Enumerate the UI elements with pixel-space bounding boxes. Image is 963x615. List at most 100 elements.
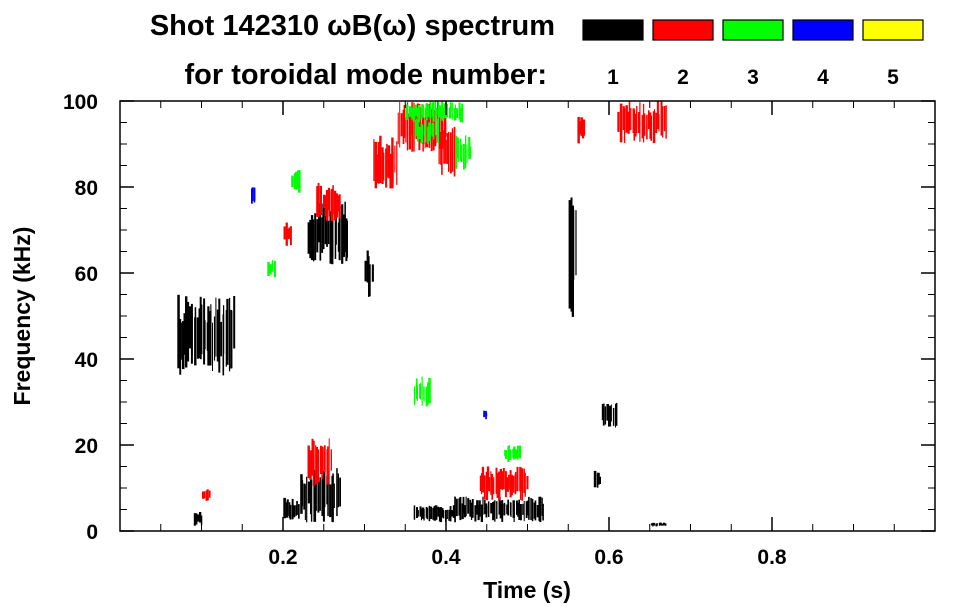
mode-1-streak <box>339 477 341 507</box>
mode-1-streak <box>200 515 203 526</box>
mode-1-streak <box>303 483 306 510</box>
mode-1-streak <box>452 505 456 518</box>
mode-1-streak <box>437 506 440 517</box>
mode-2-streak <box>391 137 394 189</box>
mode-3-streak <box>424 119 427 143</box>
mode-2-streak <box>208 490 211 498</box>
mode-1-streak <box>204 320 206 350</box>
mode-1-streak <box>476 500 479 515</box>
mode-1-streak <box>345 218 348 262</box>
mode-2-streak <box>386 143 388 178</box>
mode-1-streak <box>533 502 536 519</box>
mode-2-streak <box>630 108 632 131</box>
mode-2-streak <box>617 111 620 132</box>
mode-3-streak <box>293 173 296 190</box>
mode-3-streak <box>469 146 472 159</box>
mode-1-streak <box>661 523 664 526</box>
mode-2-blob <box>307 438 332 486</box>
mode-1-streak <box>212 322 213 371</box>
mode-1-blob <box>601 402 618 428</box>
y-axis-label: Frequency (kHz) <box>9 227 35 406</box>
mode-1-streak <box>525 501 528 518</box>
mode-3-streak <box>436 118 439 143</box>
mode-1-streak <box>494 500 496 522</box>
mode-2-streak <box>377 141 380 184</box>
mode-1-blob <box>568 197 577 317</box>
mode-4-blob <box>483 410 488 420</box>
mode-1-streak <box>606 404 609 421</box>
mode-3-streak <box>513 446 516 460</box>
mode-2-streak <box>443 130 445 164</box>
mode-2-blob <box>438 126 456 177</box>
mode-2-streak <box>520 476 522 500</box>
mode-2-streak <box>444 139 447 164</box>
mode-1-streak <box>458 498 461 516</box>
mode-1-streak <box>337 222 340 252</box>
mode-2-streak <box>206 489 209 501</box>
mode-2-streak <box>448 131 450 172</box>
mode-2-streak <box>491 473 493 500</box>
mode-2-streak <box>501 471 503 490</box>
mode-2-streak <box>504 471 507 498</box>
mode-2-streak <box>385 148 388 188</box>
mode-1-streak <box>344 201 346 253</box>
mode-1-streak <box>428 505 431 522</box>
mode-1-streak <box>203 298 206 365</box>
mode-2-streak <box>496 472 499 498</box>
mode-2-blob <box>202 489 211 501</box>
mode-2-streak <box>400 113 403 137</box>
mode-4-streak <box>483 411 486 417</box>
mode-1-streak <box>615 403 616 428</box>
mode-2-streak <box>483 475 486 500</box>
mode-1-streak <box>506 504 508 515</box>
mode-1-streak <box>573 209 575 280</box>
mode-1-streak <box>196 317 199 359</box>
mode-3-streak <box>423 386 425 401</box>
mode-3-streak <box>414 121 417 139</box>
mode-1-streak <box>443 510 445 519</box>
mode-3-streak <box>438 105 442 118</box>
mode-1-streak <box>413 505 416 520</box>
mode-1-streak <box>199 296 202 360</box>
mode-1-streak <box>496 501 498 519</box>
mode-2-streak <box>321 446 323 479</box>
spectrum-marks <box>177 101 667 527</box>
mode-3-blob <box>267 260 276 278</box>
mode-1-streak <box>469 499 472 517</box>
mode-1-streak <box>293 505 296 518</box>
y-tick-label: 40 <box>75 349 98 372</box>
mode-3-streak <box>435 121 437 136</box>
mode-1-streak <box>197 514 200 522</box>
mode-1-streak <box>462 496 465 514</box>
mode-1-streak <box>183 313 186 355</box>
mode-2-streak <box>202 491 204 499</box>
mode-1-streak <box>482 496 484 515</box>
mode-2-streak <box>521 468 524 501</box>
mode-2-streak <box>663 106 666 132</box>
mode-1-streak <box>463 505 466 518</box>
mode-1-streak <box>652 522 654 527</box>
mode-1-streak <box>291 498 294 520</box>
mode-3-streak <box>425 386 428 407</box>
mode-2-streak <box>438 127 440 165</box>
mode-2-streak <box>662 106 664 138</box>
axis-ticks: 0.2 0.4 0.6 0.8 0 20 40 60 80 100 <box>63 91 936 569</box>
mode-2-streak <box>480 473 483 495</box>
mode-3-streak <box>416 118 419 142</box>
legend-mode-label: 3 <box>747 66 759 89</box>
mode-2-streak <box>641 114 644 139</box>
mode-3-streak <box>295 171 298 190</box>
mode-1-streak <box>593 470 597 488</box>
mode-2-blob <box>479 466 529 501</box>
mode-4-streak <box>486 412 488 417</box>
chart-title-line2: for toroidal mode number: <box>185 59 548 91</box>
mode-1-streak <box>518 499 520 520</box>
mode-2-streak <box>451 128 454 172</box>
mode-2-streak <box>445 108 447 137</box>
mode-3-streak <box>416 384 418 401</box>
mode-4-blob <box>251 187 256 204</box>
mode-2-streak <box>577 116 580 144</box>
mode-1-streak <box>314 213 317 261</box>
mode-1-streak <box>478 500 481 517</box>
mode-3-streak <box>433 124 435 140</box>
